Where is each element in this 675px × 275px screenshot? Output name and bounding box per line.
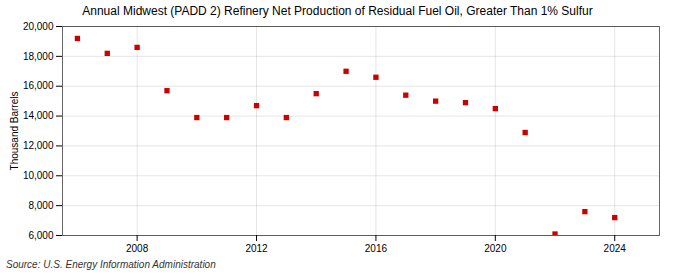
svg-text:6,000: 6,000	[28, 230, 53, 241]
svg-text:12,000: 12,000	[23, 141, 54, 152]
svg-text:14,000: 14,000	[23, 111, 54, 122]
html-text:Annual Midwest (PADD 2) Refine: Annual Midwest (PADD 2) Refinery Net Pro…	[82, 4, 593, 18]
html-text:Source: U.S. Energy Informatio: Source: U.S. Energy Information Administ…	[6, 259, 216, 271]
svg-text:10,000: 10,000	[23, 170, 54, 181]
svg-text:2020: 2020	[484, 243, 507, 254]
svg-text:2024: 2024	[604, 243, 627, 254]
svg-text:16,000: 16,000	[23, 81, 54, 92]
svg-text:2016: 2016	[365, 243, 388, 254]
svg-text:2008: 2008	[126, 243, 149, 254]
svg-text:Thousand Barrels: Thousand Barrels	[9, 92, 20, 171]
svg-text:2012: 2012	[245, 243, 268, 254]
svg-text:8,000: 8,000	[28, 200, 53, 211]
svg-text:20,000: 20,000	[23, 21, 54, 32]
svg-text:18,000: 18,000	[23, 51, 54, 62]
